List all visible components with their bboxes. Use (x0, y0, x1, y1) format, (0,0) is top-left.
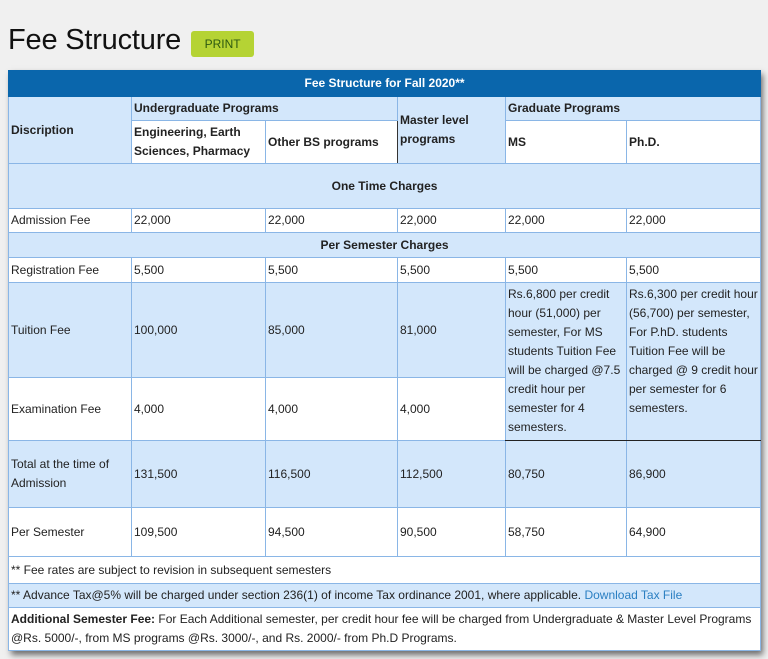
row-label-tuition: Tuition Fee (8, 282, 132, 378)
header-undergraduate-programs: Undergraduate Programs (131, 96, 398, 121)
cell-value: 116,500 (265, 440, 398, 508)
header-phd: Ph.D. (625, 120, 762, 164)
section-one-time-row: One Time Charges (7, 163, 762, 209)
row-label-registration: Registration Fee (8, 257, 132, 283)
cell-value: 94,500 (265, 507, 398, 557)
table-row: Total at the time of Admission 131,500 1… (8, 440, 762, 508)
cell-value: 22,000 (265, 208, 398, 233)
note-additional-semester: Additional Semester Fee: For Each Additi… (7, 607, 762, 651)
cell-value: 5,500 (131, 257, 266, 283)
cell-value: 22,000 (131, 208, 266, 233)
table-row: Per Semester 109,500 94,500 90,500 58,75… (8, 507, 762, 557)
cell-value: 4,000 (397, 377, 506, 441)
fee-structure-table: Fee Structure for Fall 2020** Discriptio… (7, 70, 762, 651)
note-tax: ** Advance Tax@5% will be charged under … (7, 583, 762, 608)
cell-value: 85,000 (265, 282, 398, 378)
print-button[interactable]: PRINT (191, 31, 255, 57)
note-row: ** Fee rates are subject to revision in … (7, 556, 762, 584)
row-label-admission: Admission Fee (8, 208, 132, 233)
cell-value: 109,500 (131, 507, 266, 557)
note-additional-label: Additional Semester Fee: (11, 612, 156, 626)
note-tax-text: ** Advance Tax@5% will be charged under … (11, 588, 582, 602)
header-ms: MS (505, 120, 627, 164)
table-title-row: Fee Structure for Fall 2020** (7, 70, 762, 97)
cell-value: 22,000 (625, 208, 762, 233)
row-label-total-admission: Total at the time of Admission (8, 440, 132, 508)
row-label-per-semester: Per Semester (8, 507, 132, 557)
cell-value: 81,000 (397, 282, 506, 378)
section-per-semester-row: Per Semester Charges (7, 232, 762, 258)
cell-value: 64,900 (625, 507, 762, 557)
note-revision: ** Fee rates are subject to revision in … (7, 556, 762, 584)
cell-value: 100,000 (131, 282, 266, 378)
page-title: Fee Structure (8, 24, 182, 56)
phd-tuition-note: Rs.6,300 per credit hour (56,700) per se… (625, 282, 762, 441)
cell-value: 4,000 (265, 377, 398, 441)
cell-value: 22,000 (505, 208, 627, 233)
cell-value: 5,500 (397, 257, 506, 283)
table-row: Admission Fee 22,000 22,000 22,000 22,00… (8, 208, 762, 233)
page-heading: Fee Structure PRINT (8, 22, 255, 58)
cell-value: 80,750 (505, 440, 627, 508)
header-description: Discription (8, 96, 132, 164)
header-other-bs: Other BS programs (265, 120, 398, 164)
table-row: Tuition Fee 100,000 85,000 81,000 Rs.6,8… (8, 282, 762, 441)
cell-value: 58,750 (505, 507, 627, 557)
header-engineering: Engineering, Earth Sciences, Pharmacy (131, 120, 266, 164)
cell-value: 5,500 (505, 257, 627, 283)
cell-value: 86,900 (625, 440, 762, 508)
table-title: Fee Structure for Fall 2020** (7, 70, 762, 97)
header-graduate-programs: Graduate Programs (504, 96, 762, 121)
row-label-examination: Examination Fee (8, 377, 132, 441)
cell-value: 5,500 (625, 257, 762, 283)
note-row: ** Advance Tax@5% will be charged under … (7, 583, 762, 608)
note-additional-text: For Each Additional semester, per credit… (11, 612, 752, 645)
cell-value: 112,500 (397, 440, 506, 508)
note-row: Additional Semester Fee: For Each Additi… (7, 607, 762, 651)
download-tax-file-link[interactable]: Download Tax File (584, 588, 683, 602)
cell-value: 90,500 (397, 507, 506, 557)
cell-value: 4,000 (131, 377, 266, 441)
section-one-time-charges: One Time Charges (7, 163, 762, 209)
table-row: Registration Fee 5,500 5,500 5,500 5,500… (8, 257, 762, 283)
cell-value: 22,000 (397, 208, 506, 233)
section-per-semester-charges: Per Semester Charges (7, 232, 762, 258)
table-row: Examination Fee 4,000 4,000 4,000 (8, 377, 761, 441)
ms-tuition-note: Rs.6,800 per credit hour (51,000) per se… (505, 282, 627, 441)
fee-table-container: Fee Structure for Fall 2020** Discriptio… (7, 70, 762, 651)
header-master-level: Master level programs (397, 96, 506, 164)
header-row-1: Discription Undergraduate Programs Maste… (8, 96, 762, 164)
cell-value: 131,500 (131, 440, 266, 508)
header-row-2: Engineering, Earth Sciences, Pharmacy Ot… (9, 120, 762, 164)
cell-value: 5,500 (265, 257, 398, 283)
